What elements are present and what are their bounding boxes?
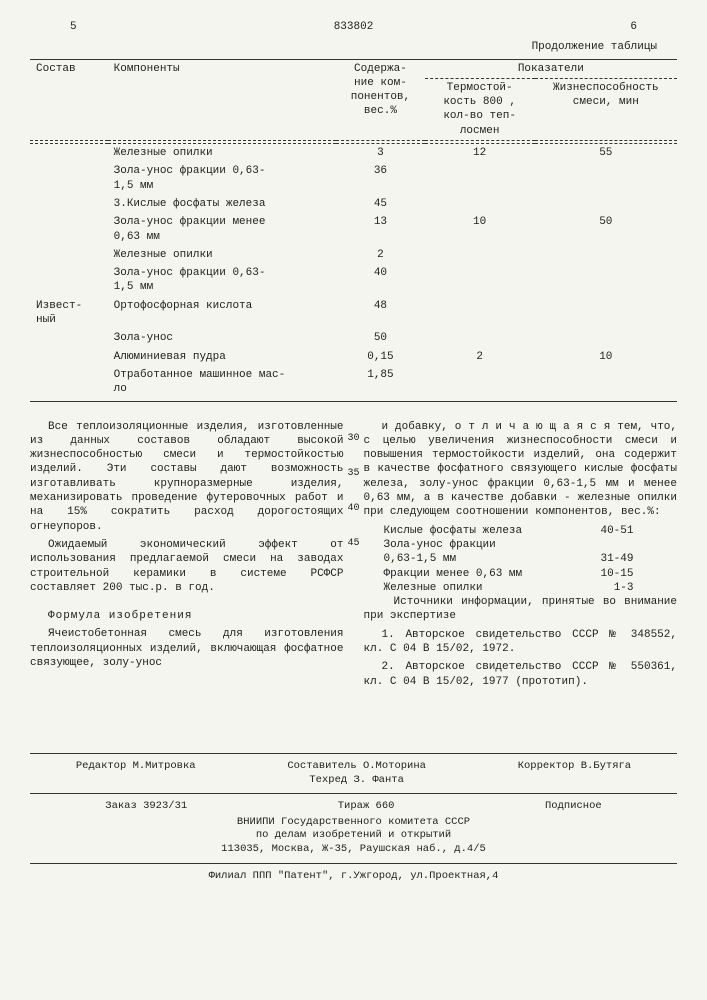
page-header: 5 833802 6 <box>30 20 677 34</box>
left-column: Все теплоизоляционные изделия, изготовле… <box>30 420 344 693</box>
editor: Редактор М.Митровка <box>76 760 196 787</box>
addr2: Филиал ППП "Патент", г.Ужгород, ул.Проек… <box>30 870 677 884</box>
tirazh: Тираж 660 <box>338 800 395 814</box>
table-row: Зола-унос фракции менее 0,63 мм131050 <box>30 213 677 246</box>
ref2: 2. Авторское свидетельство СССР № 550361… <box>364 660 678 689</box>
left-p3: Ячеистобетонная смесь для изготовления т… <box>30 627 344 670</box>
table-row: Железные опилки31255 <box>30 144 677 163</box>
table-row: Извест- ныйОртофосфорная кислота48 <box>30 297 677 330</box>
list-item: Фракции менее 0,63 мм10-15 <box>384 567 634 581</box>
mark-45: 45 <box>347 537 359 550</box>
page-num-right: 6 <box>590 20 677 34</box>
th-termo: Термостой- кость 800 , кол-во теп- лосме… <box>425 78 535 140</box>
table-row: Зола-унос фракции 0,63- 1,5 мм40 <box>30 264 677 297</box>
th-sostav: Состав <box>30 59 108 140</box>
body-columns: 30 35 40 45 Все теплоизоляционные издели… <box>30 420 677 693</box>
continuation-label: Продолжение таблицы <box>30 40 677 54</box>
th-soder: Содержа- ние ком- понентов, вес.% <box>336 59 424 140</box>
mark-40: 40 <box>347 502 359 515</box>
left-p1: Все теплоизоляционные изделия, изготовле… <box>30 420 344 534</box>
org1: ВНИИПИ Государственного комитета СССР <box>30 816 677 830</box>
line-markers: 30 35 40 45 <box>347 432 359 550</box>
footer: Редактор М.Митровка Составитель О.Мотори… <box>30 753 677 883</box>
right-p2: Источники информации, принятые во вниман… <box>364 595 678 624</box>
table-row: Алюминиевая пудра0,15210 <box>30 348 677 366</box>
mark-30: 30 <box>347 432 359 445</box>
right-column: и добавку, о т л и ч а ю щ а я с я тем, … <box>364 420 678 693</box>
org2: по делам изобретений и открытий <box>30 829 677 843</box>
table-row: 3.Кислые фосфаты железа45 <box>30 195 677 213</box>
corrector: Корректор В.Бутяга <box>518 760 631 787</box>
data-table: Состав Компоненты Содержа- ние ком- поне… <box>30 59 677 402</box>
doc-number: 833802 <box>294 20 414 34</box>
component-list: Кислые фосфаты железа40-51Зола-унос фрак… <box>384 524 678 595</box>
compositor: Составитель О.Моторина Техред З. Фанта <box>287 760 426 787</box>
left-p2: Ожидаемый экономический эффект от исполь… <box>30 538 344 595</box>
addr1: 113035, Москва, Ж-35, Раушская наб., д.4… <box>30 843 677 857</box>
th-pokazateli: Показатели <box>425 59 677 78</box>
th-zhizn: Жизнеспособность смеси, мин <box>535 78 677 140</box>
th-components: Компоненты <box>108 59 337 140</box>
table-row: Зола-унос50 <box>30 329 677 347</box>
right-p1: и добавку, о т л и ч а ю щ а я с я тем, … <box>364 420 678 520</box>
order: Заказ 3923/31 <box>105 800 187 814</box>
mark-35: 35 <box>347 467 359 480</box>
table-row: Отработанное машинное мас- ло1,85 <box>30 366 677 399</box>
podpis: Подписное <box>545 800 602 814</box>
table-row: Железные опилки2 <box>30 246 677 264</box>
list-item: Зола-унос фракции <box>384 538 634 552</box>
list-item: Железные опилки1-3 <box>384 581 634 595</box>
list-item: Кислые фосфаты железа40-51 <box>384 524 634 538</box>
page-num-left: 5 <box>30 20 117 34</box>
formula-title: Формула изобретения <box>30 609 344 623</box>
ref1: 1. Авторское свидетельство СССР № 348552… <box>364 628 678 657</box>
table-row: Зола-унос фракции 0,63- 1,5 мм36 <box>30 162 677 195</box>
list-item: 0,63-1,5 мм31-49 <box>384 552 634 566</box>
